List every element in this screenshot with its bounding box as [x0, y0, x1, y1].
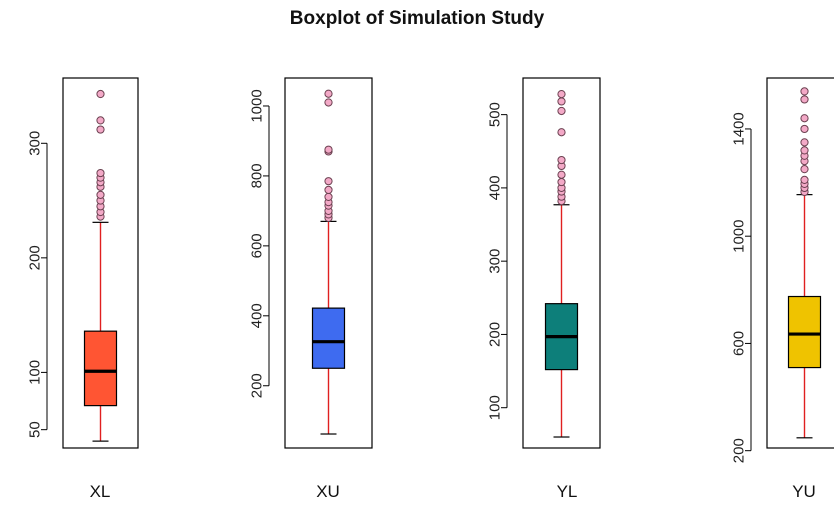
y-tick-label-yl-3: 400	[487, 175, 504, 200]
panel-yu: 200 600 1000 1400 YU	[731, 77, 834, 501]
plot-frame-xl	[62, 77, 139, 449]
y-tick-label-xu-0: 200	[249, 373, 266, 398]
x-label-yu: YU	[792, 482, 816, 501]
outlier-xu-5	[324, 192, 333, 202]
chart-title: Boxplot of Simulation Study	[289, 8, 545, 29]
plot-frame-yl	[522, 77, 601, 449]
outlier-yu-7	[800, 146, 809, 155]
outlier-xu-7	[324, 177, 333, 186]
outlier-yl-7	[557, 155, 566, 165]
box-xl	[83, 330, 118, 407]
outlier-xu-10	[324, 98, 333, 107]
outlier-xu-6	[324, 185, 333, 195]
y-tick-label-yu-1: 600	[731, 331, 748, 356]
outlier-yl-10	[557, 97, 566, 106]
outlier-yu-12	[800, 87, 809, 96]
y-tick-label-yu-2: 1000	[731, 220, 748, 253]
outlier-yl-8	[557, 128, 566, 137]
x-label-xl: XL	[90, 482, 111, 501]
y-tick-label-xl-3: 300	[27, 131, 44, 156]
outlier-yu-4	[800, 165, 809, 174]
outlier-xu-11	[324, 89, 333, 98]
y-tick-label-yu-3: 1400	[731, 112, 748, 145]
y-tick-label-yl-0: 100	[487, 395, 504, 420]
outlier-yu-9	[800, 124, 809, 134]
outlier-xl-11	[96, 89, 105, 99]
outlier-yu-3	[800, 175, 809, 184]
y-tick-label-xl-0: 50	[27, 421, 44, 438]
outlier-yl-5	[557, 170, 566, 179]
box-yu	[787, 295, 822, 369]
plot-frame-yu	[766, 77, 834, 449]
y-tick-label-xl-2: 200	[27, 245, 44, 270]
outlier-yu-8	[800, 138, 809, 147]
y-tick-label-xl-1: 100	[27, 360, 44, 385]
outlier-yl-9	[557, 106, 566, 116]
x-label-xu: XU	[316, 482, 340, 501]
outlier-yu-11	[800, 95, 809, 104]
y-tick-label-yu-0: 200	[731, 438, 748, 463]
y-tick-label-xu-1: 400	[249, 303, 266, 328]
y-tick-label-xu-2: 600	[249, 233, 266, 258]
plot-frame-xu	[284, 77, 373, 449]
outlier-xl-9	[96, 125, 105, 134]
y-tick-label-yl-1: 200	[487, 322, 504, 347]
outlier-yu-10	[800, 114, 809, 123]
y-tick-label-yl-2: 300	[487, 249, 504, 274]
outlier-yl-4	[557, 177, 566, 187]
outlier-xl-4	[96, 190, 105, 199]
outlier-xl-8	[96, 168, 105, 178]
panel-xl: 50 100 200 300 XL	[27, 77, 139, 501]
x-label-yl: YL	[557, 482, 578, 501]
box-xu	[311, 307, 346, 369]
panel-yl: 100 200 300 400 500 YL	[487, 77, 601, 501]
y-tick-label-yl-4: 500	[487, 102, 504, 127]
panel-xu: 200 400 600 800 1000 XU	[249, 77, 373, 501]
outlier-yl-11	[557, 90, 566, 99]
outlier-xu-9	[324, 145, 333, 154]
y-tick-label-xu-4: 1000	[249, 89, 266, 122]
y-tick-label-xu-3: 800	[249, 163, 266, 188]
outlier-xl-10	[96, 116, 105, 125]
